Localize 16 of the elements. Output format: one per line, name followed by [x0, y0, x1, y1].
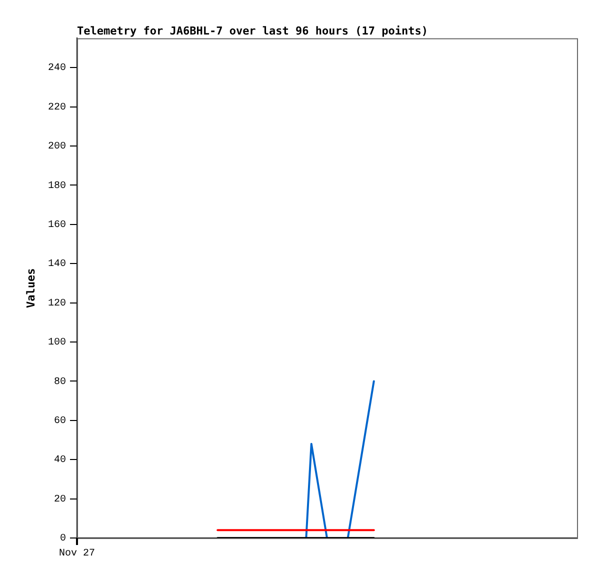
y-tick-label: 220 [48, 102, 66, 114]
y-tick-label: 80 [54, 376, 66, 388]
y-tick-label: 60 [54, 416, 66, 428]
y-tick-label: 240 [48, 63, 66, 74]
y-tick-label: 0 [60, 534, 66, 545]
chart-title: Telemetry for JA6BHL-7 over last 96 hours (17 points) [77, 24, 428, 38]
y-tick-label: 20 [54, 494, 66, 506]
y-tick-label: 140 [48, 259, 66, 270]
y-tick-label: 120 [48, 298, 66, 310]
y-tick-label: 40 [54, 455, 66, 466]
text: Nov 27 [58, 548, 96, 560]
y-tick-label: 100 [48, 338, 66, 349]
y-axis-title: Values [24, 268, 38, 308]
y-tick-label: 180 [48, 180, 66, 192]
y-tick-label: 200 [48, 142, 66, 153]
y-tick-label: 160 [48, 220, 66, 232]
